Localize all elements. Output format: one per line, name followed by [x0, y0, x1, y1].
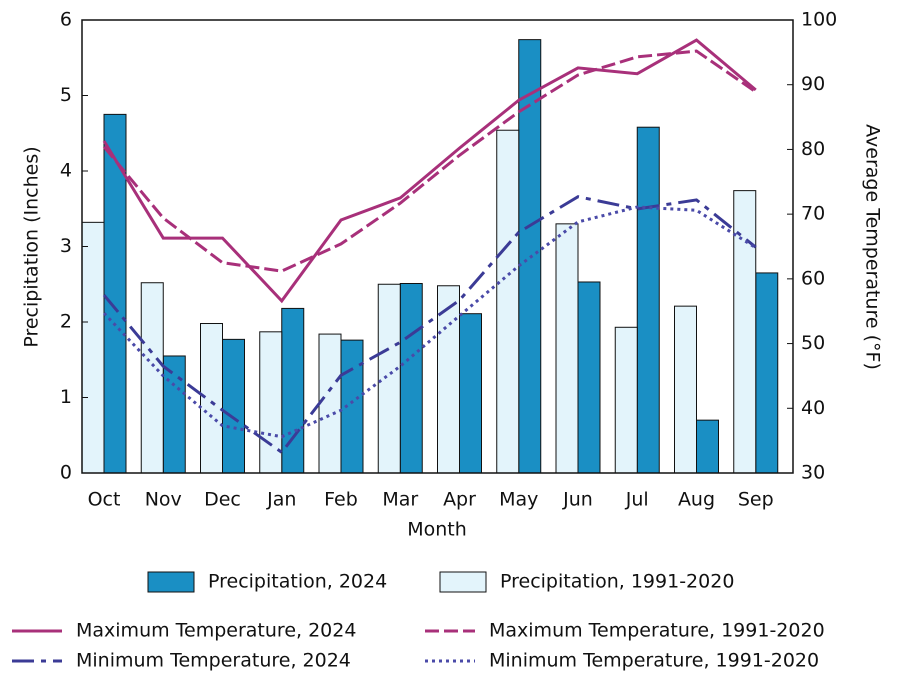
- y-tick-label: 0: [60, 462, 72, 484]
- y2-tick-label: 30: [801, 462, 825, 484]
- y-tick-label: 6: [60, 9, 72, 31]
- bar: [200, 323, 223, 474]
- line-series: [102, 205, 757, 439]
- x-tick-label: May: [499, 489, 538, 511]
- y2-axis-label: Average Temperature (°F): [862, 124, 884, 370]
- y-tick-label: 4: [60, 160, 72, 182]
- x-tick-label: Apr: [443, 489, 476, 511]
- y-tick-label: 5: [60, 84, 72, 106]
- legend-label: Precipitation, 1991-2020: [500, 571, 734, 593]
- bar: [555, 223, 579, 474]
- y2-tick-label: 90: [801, 73, 825, 95]
- legend-label: Minimum Temperature, 2024: [76, 650, 351, 672]
- legend-swatch: [147, 571, 195, 593]
- x-tick-label: Jul: [625, 489, 649, 511]
- legend-label: Maximum Temperature, 2024: [76, 620, 356, 642]
- x-tick-label: Dec: [204, 489, 241, 511]
- x-tick-label: Jan: [266, 489, 296, 511]
- bar: [81, 221, 105, 474]
- x-tick-label: Nov: [145, 489, 182, 511]
- legend-label: Minimum Temperature, 1991-2020: [489, 650, 819, 672]
- y2-tick-label: 60: [801, 267, 825, 289]
- bar: [636, 126, 660, 474]
- x-tick-label: Feb: [324, 489, 358, 511]
- bar: [577, 281, 601, 474]
- bar: [399, 282, 423, 474]
- y-tick-label: 1: [60, 386, 72, 408]
- bar: [755, 272, 779, 474]
- bar: [674, 305, 697, 474]
- y2-tick-label: 40: [801, 397, 825, 419]
- bar: [696, 419, 719, 474]
- bar: [340, 339, 364, 474]
- legend-swatch: [439, 571, 487, 593]
- bar: [614, 326, 638, 474]
- bar: [377, 283, 401, 474]
- x-tick-label: Mar: [382, 489, 418, 511]
- y2-tick-label: 70: [801, 203, 825, 225]
- y2-tick-label: 50: [801, 332, 825, 354]
- y2-tick-label: 80: [801, 138, 825, 160]
- legend-label: Precipitation, 2024: [208, 571, 387, 593]
- line-series: [102, 195, 757, 455]
- x-axis-label: Month: [407, 519, 467, 541]
- line-series: [102, 38, 757, 304]
- legend-label: Maximum Temperature, 1991-2020: [489, 620, 825, 642]
- bar: [140, 282, 164, 474]
- x-tick-label: Jun: [562, 489, 593, 511]
- bar: [281, 307, 305, 474]
- x-tick-label: Sep: [738, 489, 774, 511]
- bar: [259, 331, 283, 474]
- line-series: [102, 49, 757, 273]
- bar: [318, 333, 342, 474]
- bar: [496, 129, 520, 474]
- bar: [162, 355, 186, 474]
- x-tick-label: Oct: [88, 489, 121, 511]
- y2-tick-label: 100: [801, 9, 837, 31]
- bar: [222, 338, 245, 474]
- bar: [459, 313, 482, 474]
- y-tick-label: 3: [60, 235, 72, 257]
- y-tick-label: 2: [60, 311, 72, 333]
- x-tick-label: Aug: [678, 489, 715, 511]
- y-axis-label: Precipitation (Inches): [21, 146, 43, 347]
